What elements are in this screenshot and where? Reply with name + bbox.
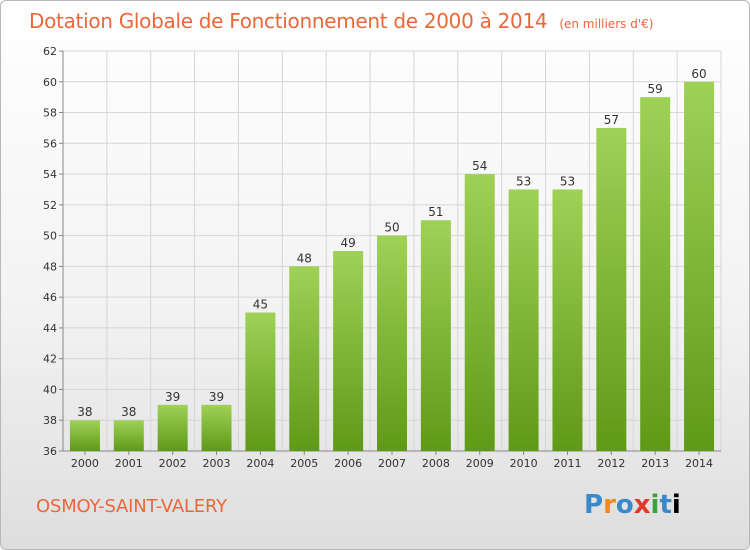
bar	[245, 312, 276, 451]
bar	[377, 235, 407, 451]
chart-title: Dotation Globale de Fonctionnement de 20…	[29, 9, 653, 33]
x-tick-label: 2013	[641, 457, 669, 470]
bar	[640, 97, 671, 452]
y-tick-label: 48	[43, 260, 57, 273]
x-tick-label: 2001	[115, 457, 143, 470]
bar-value-label: 54	[472, 159, 487, 173]
x-tick-label: 2002	[159, 457, 187, 470]
x-tick-label: 2006	[334, 457, 362, 470]
tick-labels: 36 38 40 42 44 46 48 50 52 54 56 58 60 62 2000 2001 2002…	[43, 45, 713, 470]
bar-value-label: 59	[648, 82, 663, 96]
logo-letter: o	[615, 490, 634, 520]
bars	[69, 81, 715, 452]
bar	[596, 127, 627, 451]
y-tick-label: 58	[43, 107, 57, 120]
logo-letter: P	[584, 490, 604, 520]
bar	[113, 420, 144, 451]
y-tick-label: 52	[43, 199, 57, 212]
bar-value-label: 53	[560, 174, 575, 188]
bar-value-label: 45	[253, 298, 268, 312]
y-tick-label: 62	[43, 45, 57, 58]
chart-title-text: Dotation Globale de Fonctionnement de 20…	[29, 9, 548, 33]
y-tick-label: 60	[43, 76, 57, 89]
logo-letter: i	[671, 490, 681, 520]
x-tick-label: 2011	[553, 457, 581, 470]
bar-value-label: 48	[297, 251, 312, 265]
chart-unit-label: (en milliers d'€)	[559, 17, 654, 31]
bar-value-label: 38	[121, 405, 136, 419]
y-tick-label: 54	[43, 168, 57, 181]
bar-value-label: 57	[604, 113, 619, 127]
data-labels: 38 38 39 39 45 48 49 50 51 54 53 53 57 59 60	[77, 67, 706, 419]
y-tick-label: 42	[43, 353, 57, 366]
x-tick-label: 2000	[71, 457, 99, 470]
bar	[201, 404, 232, 451]
bar-value-label: 39	[165, 390, 180, 404]
y-tick-label: 36	[43, 445, 57, 458]
y-tick-label: 56	[43, 137, 57, 150]
bar	[464, 174, 495, 452]
y-tick-label: 44	[43, 322, 57, 335]
bar-value-label: 38	[77, 405, 92, 419]
x-tick-label: 2014	[685, 457, 713, 470]
x-tick-label: 2005	[290, 457, 318, 470]
bar	[333, 251, 364, 451]
y-tick-label: 40	[43, 383, 57, 396]
bar	[552, 189, 583, 451]
logo-letter: x	[633, 490, 651, 520]
bar-value-label: 60	[691, 67, 706, 81]
y-tick-label: 38	[43, 414, 57, 427]
x-tick-label: 2004	[246, 457, 274, 470]
bar	[157, 404, 188, 451]
x-tick-label: 2012	[597, 457, 625, 470]
x-tick-label: 2010	[510, 457, 538, 470]
logo-letter: t	[659, 490, 672, 520]
x-tick-label: 2007	[378, 457, 406, 470]
bar	[289, 266, 320, 451]
y-tick-label: 46	[43, 291, 57, 304]
bar-value-label: 39	[209, 390, 224, 404]
bar	[420, 220, 451, 451]
y-tick-label: 50	[43, 230, 57, 243]
x-tick-label: 2008	[422, 457, 450, 470]
bar	[69, 420, 100, 451]
commune-name: OSMOY-SAINT-VALERY	[36, 496, 227, 517]
bar	[684, 81, 715, 452]
bar-value-label: 53	[516, 174, 531, 188]
bar	[508, 189, 539, 451]
logo-letter: i	[650, 490, 660, 520]
x-tick-label: 2003	[203, 457, 231, 470]
bar-value-label: 51	[428, 205, 443, 219]
proxiti-logo[interactable]: Proxiti	[584, 490, 681, 520]
x-tick-label: 2009	[466, 457, 494, 470]
bar-value-label: 49	[340, 236, 355, 250]
logo-letter: r	[603, 490, 616, 520]
bar-value-label: 50	[384, 221, 399, 235]
